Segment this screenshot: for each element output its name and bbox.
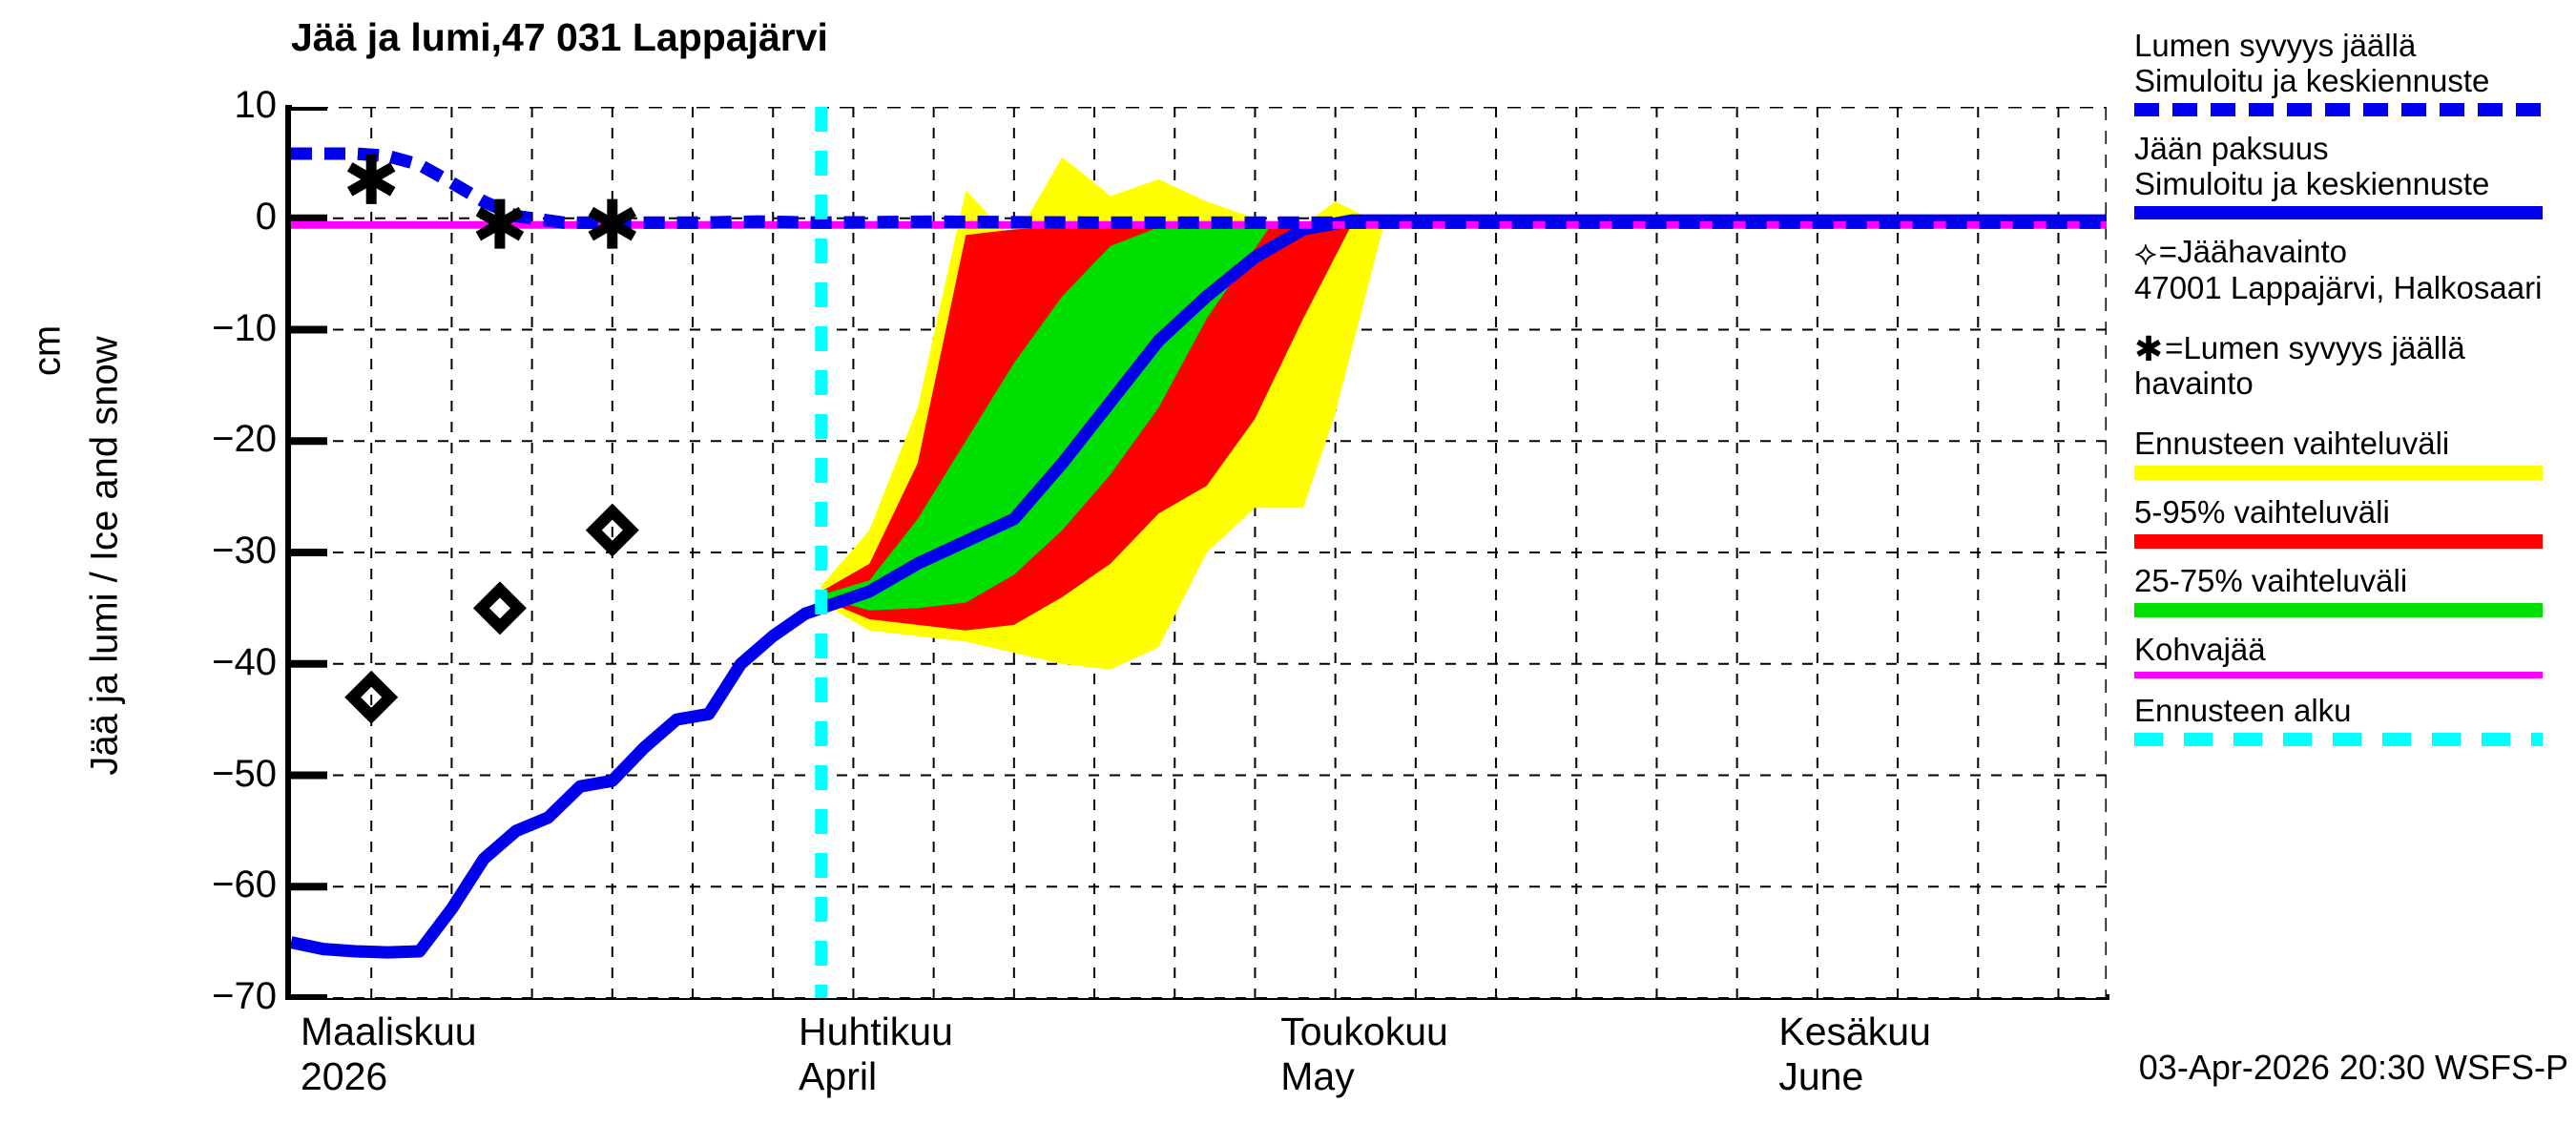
legend-item-forecast-range[interactable]: Ennusteen vaihteluväli xyxy=(2134,426,2576,481)
chart-canvas xyxy=(291,107,2107,998)
legend-item-label: Jään paksuus xyxy=(2134,130,2329,166)
y-tick-label: −60 xyxy=(212,864,277,906)
legend-item-sublabel: 47001 Lappajärvi, Halkosaari xyxy=(2134,269,2543,305)
x-tick-label-en: April xyxy=(799,1053,878,1098)
y-tick-label: −70 xyxy=(212,975,277,1017)
x-tick-label-group: Kesäkuu June xyxy=(1778,1010,1931,1098)
x-tick-label-en: June xyxy=(1778,1053,1864,1098)
y-axis-tick-labels: 10 0 −10 −20 −30 −40 −50 −60 −70 xyxy=(10,0,277,1145)
ice-observation-marker xyxy=(472,581,527,635)
y-tick-label: −40 xyxy=(212,640,277,683)
snow-observation-marker xyxy=(346,162,396,197)
legend-swatch-range-25-75 xyxy=(2134,603,2543,618)
legend-marker-row: ⟡ =Jäähavainto xyxy=(2134,232,2576,272)
x-tick-label-group: Maaliskuu 2026 xyxy=(301,1010,477,1098)
ice-observation-marker xyxy=(344,670,399,724)
snow-observation-marker xyxy=(475,206,525,241)
legend-swatch-forecast-start xyxy=(2134,733,2543,747)
x-tick-label-fi: Kesäkuu xyxy=(1778,1010,1931,1053)
y-tick-label: 10 xyxy=(234,84,278,126)
x-tick-label-en: May xyxy=(1280,1053,1355,1098)
legend-item-sublabel: havainto xyxy=(2134,365,2254,402)
y-tick-label: −20 xyxy=(212,418,277,461)
legend-item-snow-depth-observation[interactable]: ✱ =Lumen syvyys jäällä havainto xyxy=(2134,328,2576,427)
asterisk-icon: ✱ xyxy=(2134,328,2164,368)
series-snow-depth-overlay xyxy=(291,147,2107,229)
x-tick-label-en: 2026 xyxy=(301,1053,388,1098)
ice-observation-marker xyxy=(585,503,639,557)
legend-swatch-snow-depth-forecast xyxy=(2134,102,2543,116)
y-tick-label: −50 xyxy=(212,752,277,795)
legend-item-slush-ice[interactable]: Kohvajää xyxy=(2134,632,2576,679)
diamond-icon: ⟡ xyxy=(2134,232,2157,272)
legend-swatch-slush-ice xyxy=(2134,672,2543,679)
legend-item-ice-thickness-forecast[interactable]: Jään paksuus Simuloitu ja keskiennuste xyxy=(2134,130,2576,219)
y-tick-label: 0 xyxy=(255,195,277,238)
legend-item-label: Kohvajää xyxy=(2134,632,2266,668)
snow-observation-marker xyxy=(588,206,637,241)
page-title: Jää ja lumi,47 031 Lappajärvi xyxy=(291,15,828,59)
legend-item-sublabel: Simuloitu ja keskiennuste xyxy=(2134,165,2490,201)
legend-marker-row: ✱ =Lumen syvyys jäällä xyxy=(2134,328,2576,368)
legend-item-label: Ennusteen vaihteluväli xyxy=(2134,426,2450,462)
legend-item-label: =Jäähavainto xyxy=(2158,233,2348,269)
legend-item-range-25-75[interactable]: 25-75% vaihteluväli xyxy=(2134,563,2576,618)
legend-item-ice-observation[interactable]: ⟡ =Jäähavainto 47001 Lappajärvi, Halkosaar… xyxy=(2134,232,2576,331)
timestamp-footer: 03-Apr-2026 20:30 WSFS-P xyxy=(2138,1048,2568,1087)
legend-swatch-forecast-range xyxy=(2134,466,2543,481)
legend-item-label: Ennusteen alku xyxy=(2134,693,2352,729)
x-tick-label-group: Toukokuu May xyxy=(1280,1010,1448,1098)
y-tick-label: −30 xyxy=(212,530,277,572)
band-range_25_75 xyxy=(821,224,1272,611)
plot-area xyxy=(291,107,2107,998)
legend: Lumen syvyys jäällä Simuloitu ja keskienn… xyxy=(2134,28,2576,761)
legend-swatch-ice-thickness-forecast xyxy=(2134,205,2543,219)
y-axis-title: Jää ja lumi / Ice and snow xyxy=(83,336,126,776)
y-axis-spine xyxy=(285,105,292,1000)
legend-item-forecast-start[interactable]: Ennusteen alku xyxy=(2134,693,2576,747)
x-tick-label-fi: Huhtikuu xyxy=(799,1010,953,1053)
x-tick-label-fi: Maaliskuu xyxy=(301,1010,477,1053)
legend-item-label: 25-75% vaihteluväli xyxy=(2134,563,2408,599)
legend-item-label: =Lumen syvyys jäällä xyxy=(2165,329,2465,365)
legend-item-range-5-95[interactable]: 5-95% vaihteluväli xyxy=(2134,494,2576,550)
y-tick-label: −10 xyxy=(212,306,277,349)
legend-swatch-range-5-95 xyxy=(2134,534,2543,550)
legend-item-sublabel: Simuloitu ja keskiennuste xyxy=(2134,62,2490,98)
y-axis-unit-label: cm xyxy=(26,324,69,377)
legend-spacer xyxy=(2134,402,2576,427)
legend-item-label: 5-95% vaihteluväli xyxy=(2134,494,2390,531)
series-ice_thickness xyxy=(291,214,2107,959)
x-tick-label-fi: Toukokuu xyxy=(1280,1010,1448,1053)
legend-item-label: Lumen syvyys jäällä xyxy=(2134,28,2417,63)
x-tick-label-group: Huhtikuu April xyxy=(799,1010,953,1098)
legend-spacer xyxy=(2134,306,2576,331)
legend-item-snow-depth-forecast[interactable]: Lumen syvyys jäällä Simuloitu ja keskienn… xyxy=(2134,28,2576,116)
